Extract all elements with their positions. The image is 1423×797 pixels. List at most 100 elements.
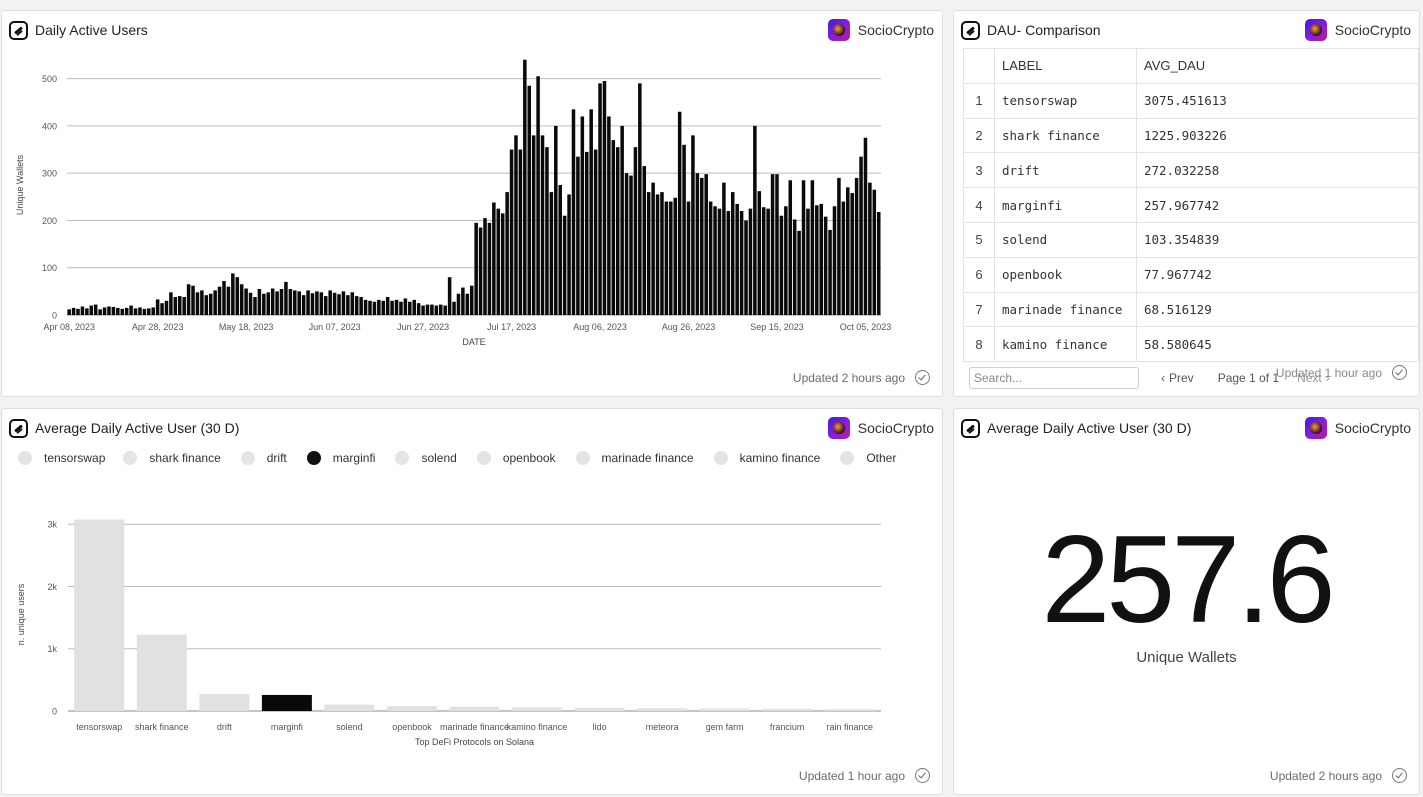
bar[interactable] xyxy=(753,125,757,315)
bar[interactable] xyxy=(850,193,854,315)
bar[interactable] xyxy=(279,289,284,315)
bar[interactable] xyxy=(646,192,651,315)
bar[interactable] xyxy=(359,297,363,315)
legend-item[interactable]: kamino finance xyxy=(713,451,820,465)
bar[interactable] xyxy=(173,297,178,315)
bar[interactable] xyxy=(120,308,125,315)
bar[interactable] xyxy=(637,708,688,711)
bar[interactable] xyxy=(354,296,359,315)
bar[interactable] xyxy=(169,292,173,315)
legend-item[interactable]: openbook xyxy=(476,451,556,465)
bar[interactable] xyxy=(633,147,638,315)
bar[interactable] xyxy=(275,291,279,315)
bar[interactable] xyxy=(863,137,868,315)
bar[interactable] xyxy=(266,292,270,315)
bar[interactable] xyxy=(512,707,563,711)
bar[interactable] xyxy=(487,222,492,315)
bar[interactable] xyxy=(328,290,332,315)
check-circle-icon[interactable] xyxy=(915,768,930,783)
bar[interactable] xyxy=(554,125,558,315)
bar[interactable] xyxy=(806,208,810,315)
bar[interactable] xyxy=(691,135,695,315)
avg-dau-column-header[interactable]: AVG_DAU xyxy=(1136,48,1419,84)
bar[interactable] xyxy=(191,285,195,315)
brand-badge[interactable]: SocioCrypto xyxy=(1304,417,1411,439)
bar[interactable] xyxy=(549,192,554,315)
bar[interactable] xyxy=(253,297,257,315)
bar[interactable] xyxy=(76,308,80,315)
bar[interactable] xyxy=(527,85,532,316)
bar[interactable] xyxy=(319,292,324,315)
bar[interactable] xyxy=(660,192,664,315)
bar[interactable] xyxy=(306,290,310,315)
bar[interactable] xyxy=(129,305,133,315)
bar[interactable] xyxy=(368,300,372,315)
bar[interactable] xyxy=(301,295,306,315)
bar[interactable] xyxy=(439,304,443,315)
bar[interactable] xyxy=(837,177,841,315)
bar[interactable] xyxy=(363,299,368,315)
bar[interactable] xyxy=(270,288,275,315)
bar[interactable] xyxy=(593,149,598,315)
bar[interactable] xyxy=(297,291,301,315)
bar[interactable] xyxy=(536,76,540,315)
bar[interactable] xyxy=(199,694,250,711)
bar[interactable] xyxy=(699,708,750,711)
bar[interactable] xyxy=(71,307,76,315)
bar[interactable] xyxy=(394,299,399,315)
brand-badge[interactable]: SocioCrypto xyxy=(1304,19,1411,41)
bar[interactable] xyxy=(739,211,744,315)
bar[interactable] xyxy=(226,286,231,315)
bar[interactable] xyxy=(425,304,430,315)
bar[interactable] xyxy=(67,309,71,315)
bar[interactable] xyxy=(655,194,660,315)
bar[interactable] xyxy=(74,519,125,711)
bar[interactable] xyxy=(416,303,421,315)
bar[interactable] xyxy=(872,189,877,315)
bar[interactable] xyxy=(164,300,169,315)
bar[interactable] xyxy=(815,205,819,315)
bar[interactable] xyxy=(602,81,607,315)
bar[interactable] xyxy=(770,174,775,315)
bar[interactable] xyxy=(735,203,739,315)
bar[interactable] xyxy=(310,293,315,315)
bar[interactable] xyxy=(456,293,461,315)
bar[interactable] xyxy=(284,281,288,315)
bar[interactable] xyxy=(208,293,213,315)
bar[interactable] xyxy=(611,140,616,315)
chevron-right-icon[interactable]: › xyxy=(1325,371,1330,385)
bar[interactable] xyxy=(136,634,187,711)
bar[interactable] xyxy=(408,301,412,315)
bar[interactable] xyxy=(138,307,142,315)
bar[interactable] xyxy=(868,182,872,315)
legend-item[interactable]: drift xyxy=(240,451,287,465)
bar[interactable] xyxy=(797,230,801,315)
bar[interactable] xyxy=(828,229,832,315)
bar[interactable] xyxy=(500,213,505,315)
bar[interactable] xyxy=(876,211,881,315)
bar[interactable] xyxy=(677,111,682,316)
check-circle-icon[interactable] xyxy=(915,370,930,385)
bar[interactable] xyxy=(217,286,222,315)
bar[interactable] xyxy=(332,292,337,315)
bar[interactable] xyxy=(133,308,138,315)
bar[interactable] xyxy=(748,208,753,315)
bar[interactable] xyxy=(779,215,784,315)
bar[interactable] xyxy=(403,298,408,315)
bar[interactable] xyxy=(762,708,813,711)
bar[interactable] xyxy=(430,304,434,315)
bar[interactable] xyxy=(531,135,536,315)
bar[interactable] xyxy=(722,182,726,315)
legend-item[interactable]: solend xyxy=(395,451,457,465)
bar[interactable] xyxy=(841,201,846,315)
bar[interactable] xyxy=(390,300,394,315)
brand-badge[interactable]: SocioCrypto xyxy=(827,19,934,41)
bar[interactable] xyxy=(248,292,253,315)
bar[interactable] xyxy=(341,291,346,315)
bar[interactable] xyxy=(766,208,770,315)
bar[interactable] xyxy=(324,704,375,711)
bar[interactable] xyxy=(452,301,456,315)
bar[interactable] xyxy=(638,83,642,315)
bar[interactable] xyxy=(545,147,549,315)
bar[interactable] xyxy=(483,218,487,315)
